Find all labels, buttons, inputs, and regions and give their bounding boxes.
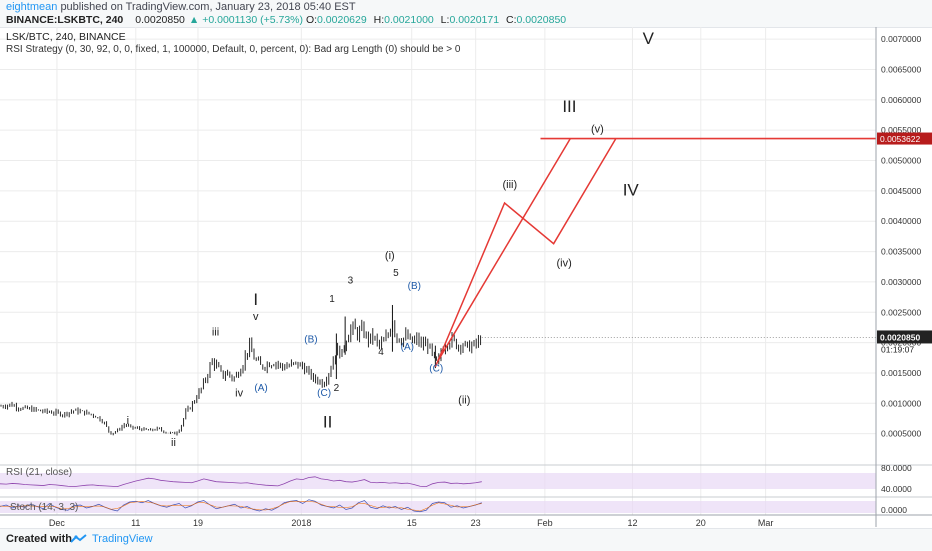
last-price-tag-label: 0.0020850 [880, 332, 920, 342]
chart-grid [0, 27, 932, 516]
wave-label: 2 [334, 383, 340, 394]
y-tick-label: 0.0055000 [881, 125, 921, 135]
low-label: L: [440, 14, 450, 26]
x-tick-label: Dec [49, 518, 66, 528]
last-price: 0.0020850 [135, 14, 185, 26]
tradingview-logo-icon [70, 534, 87, 543]
y-tick-label: 0.0050000 [881, 156, 921, 166]
open-label: O: [305, 14, 318, 26]
close-label: C: [506, 14, 517, 26]
x-tick-label: Mar [758, 518, 774, 528]
quote-line: BINANCE:LSKBTC, 240 0.0020850 ▲ +0.0001130… [6, 14, 570, 26]
wave-labels: iiiiiiivvI(A)(B)(C)12II34(i)5(B)(A)(C)(i… [127, 29, 655, 449]
wave-label: (C) [429, 364, 443, 375]
stoch-k-line [0, 499, 482, 513]
wave-label: ii [171, 437, 176, 449]
x-tick-label: 11 [131, 518, 140, 528]
wave-label: I [253, 290, 258, 309]
created-with-text: Created with [6, 533, 73, 545]
y-tick-label: 0.0010000 [881, 398, 921, 408]
rsi-label: RSI (21, close) [6, 467, 72, 478]
x-tick-label: 20 [696, 518, 706, 528]
rsi-band [0, 473, 876, 489]
high-label: H: [373, 14, 385, 26]
wave-label: (B) [408, 281, 421, 292]
wave-label: 3 [348, 276, 354, 287]
y-tick-label: 0.0035000 [881, 247, 921, 257]
rsi-line [0, 476, 482, 488]
close-value: 0.0020850 [516, 14, 567, 26]
chart-title: LSK/BTC, 240, BINANCE [6, 31, 126, 43]
last-price-tag [877, 330, 932, 344]
indicator-panels: 80.0000 40.0000 0.0000 [0, 463, 912, 515]
open-value: 0.0020629 [317, 14, 367, 26]
time-axis[interactable]: Dec 11 19 2018 15 23 Feb 12 20 Mar [49, 518, 773, 528]
y-tick-label: 0.0060000 [881, 95, 921, 105]
wave-label: (A) [254, 383, 267, 394]
wave-label: V [643, 29, 655, 48]
wave-label: IV [623, 181, 640, 200]
resistance-price-label: 0.0053622 [880, 134, 920, 144]
stoch-d-line [0, 500, 482, 512]
wave-label: (i) [385, 250, 395, 262]
publisher-link[interactable]: eightmean [6, 1, 58, 13]
tradingview-link[interactable]: TradingView [92, 533, 153, 545]
stoch-label: Stoch (14, 3, 3) [10, 502, 78, 513]
publish-line: eightmean published on TradingView.com, … [6, 1, 356, 13]
wave-label: 5 [393, 268, 399, 279]
publish-header: eightmean published on TradingView.com, … [0, 0, 932, 28]
wave-label: II [323, 413, 332, 432]
strategy-subtitle: RSI Strategy (0, 30, 92, 0, 0, fixed, 1,… [6, 44, 461, 55]
y-tick-label: 0.0070000 [881, 34, 921, 44]
wave-label: (iii) [502, 179, 517, 191]
stoch-band [0, 501, 876, 513]
wave-label: 1 [329, 294, 335, 305]
y-tick-label: 0.0030000 [881, 277, 921, 287]
wave-label: (A) [401, 342, 414, 353]
wave-label: i [127, 415, 129, 427]
wave-label: (ii) [458, 394, 470, 406]
projection-line-2[interactable] [437, 138, 571, 362]
x-tick-label: 15 [407, 518, 417, 528]
x-tick-label: 19 [193, 518, 203, 528]
rsi-tick-40: 40.0000 [881, 484, 912, 494]
wave-label: (C) [317, 388, 331, 399]
wave-label: iv [235, 388, 243, 400]
wave-label: (B) [304, 335, 317, 346]
y-tick-label: 0.0015000 [881, 368, 921, 378]
y-tick-label: 0.0045000 [881, 186, 921, 196]
wave-label: (iv) [557, 258, 572, 270]
wave-label: III [562, 97, 576, 116]
x-tick-label: 23 [471, 518, 481, 528]
y-tick-label: 0.0025000 [881, 307, 921, 317]
wave-label: 4 [378, 347, 384, 358]
rsi-tick-80: 80.0000 [881, 463, 912, 473]
wave-label: (v) [591, 124, 604, 136]
projection-lines[interactable] [434, 137, 876, 368]
countdown-label: 01:19:07 [881, 344, 914, 354]
resistance-price-tag [877, 132, 932, 145]
y-tick-label: 0.0040000 [881, 216, 921, 226]
low-value: 0.0020171 [449, 14, 500, 26]
high-value: 0.0021000 [384, 14, 434, 26]
published-text: published on TradingView.com, January 23… [60, 1, 356, 13]
price-series [0, 304, 876, 436]
stoch-tick-0: 0.0000 [881, 505, 907, 515]
wave-label: v [253, 311, 259, 323]
price-change: ▲ +0.0001130 (+5.73%) [188, 14, 304, 26]
price-axis[interactable]: 0.00050000.00100000.00150000.00200000.00… [875, 27, 932, 527]
symbol-label: BINANCE:LSKBTC, 240 [6, 14, 124, 26]
x-tick-label: 2018 [291, 518, 311, 528]
wave-label: iii [212, 326, 219, 338]
x-tick-label: Feb [537, 518, 553, 528]
projection-line-1[interactable] [434, 138, 617, 368]
y-tick-label: 0.0065000 [881, 64, 921, 74]
x-tick-label: 12 [627, 518, 637, 528]
y-tick-label: 0.0005000 [881, 429, 921, 439]
footer-bar: Created with TradingView [0, 528, 932, 551]
